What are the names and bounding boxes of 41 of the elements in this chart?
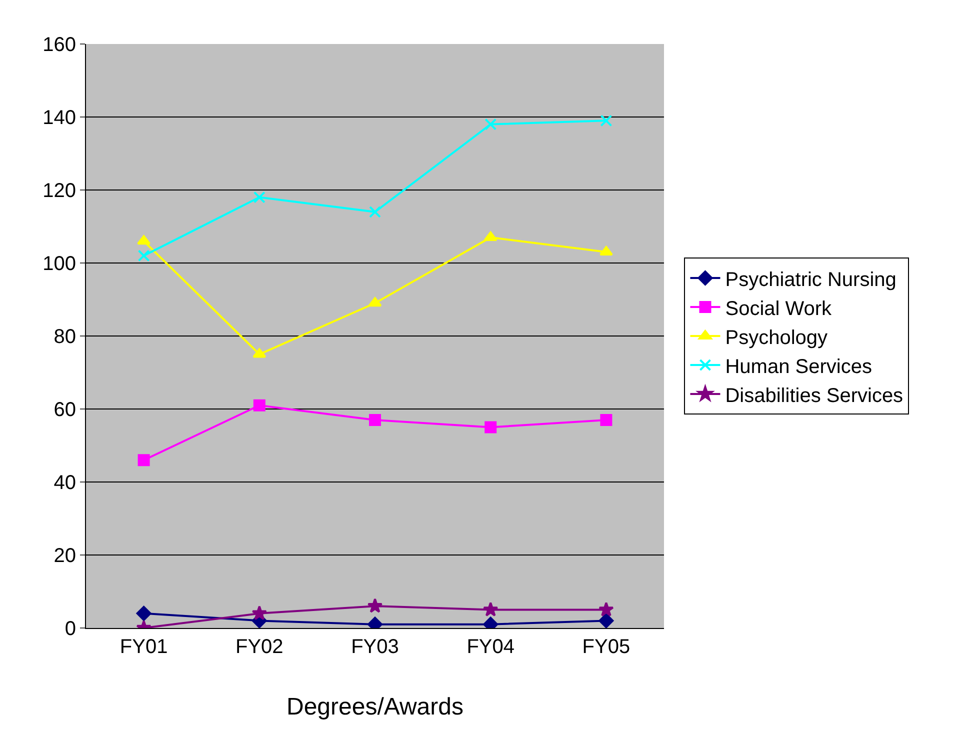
y-tick-label: 100 (42, 253, 76, 275)
y-tick-label: 0 (64, 618, 76, 640)
legend-label: Social Work (725, 298, 833, 320)
legend-label: Psychology (725, 326, 828, 349)
point (484, 118, 497, 130)
point (138, 250, 150, 262)
point (482, 602, 498, 616)
y-tick-label: 140 (42, 107, 76, 129)
y-tick-label: 20 (54, 545, 76, 567)
legend-label: Psychiatric Nursing (725, 268, 896, 291)
point (368, 297, 382, 307)
x-tick-label: FY05 (582, 636, 630, 658)
point (369, 206, 381, 218)
point (484, 421, 497, 434)
point (600, 414, 612, 426)
point (367, 598, 383, 613)
point (598, 613, 614, 628)
x-tick-label: FY01 (120, 636, 168, 658)
point (599, 246, 613, 256)
point (598, 602, 614, 616)
point (252, 348, 266, 358)
point (138, 454, 150, 466)
point (369, 414, 381, 426)
point (600, 114, 612, 127)
x-tick-label: FY03 (351, 636, 399, 658)
point (253, 191, 266, 204)
point (137, 235, 151, 245)
point (136, 606, 152, 621)
x-tick-label: FY04 (466, 636, 515, 658)
y-tick-label: 80 (54, 326, 76, 348)
y-tick-label: 120 (42, 180, 76, 202)
legend-label: Human Services (725, 356, 872, 378)
y-tick-label: 60 (54, 399, 76, 421)
x-tick-label: FY02 (235, 636, 284, 658)
x-axis-title: Degrees/Awards (286, 693, 464, 720)
point (484, 231, 498, 241)
y-tick-label: 40 (54, 472, 76, 494)
legend-label: Disabilities Services (725, 384, 904, 407)
point (252, 605, 268, 620)
y-tick-label: 160 (42, 34, 76, 56)
point (253, 399, 266, 412)
